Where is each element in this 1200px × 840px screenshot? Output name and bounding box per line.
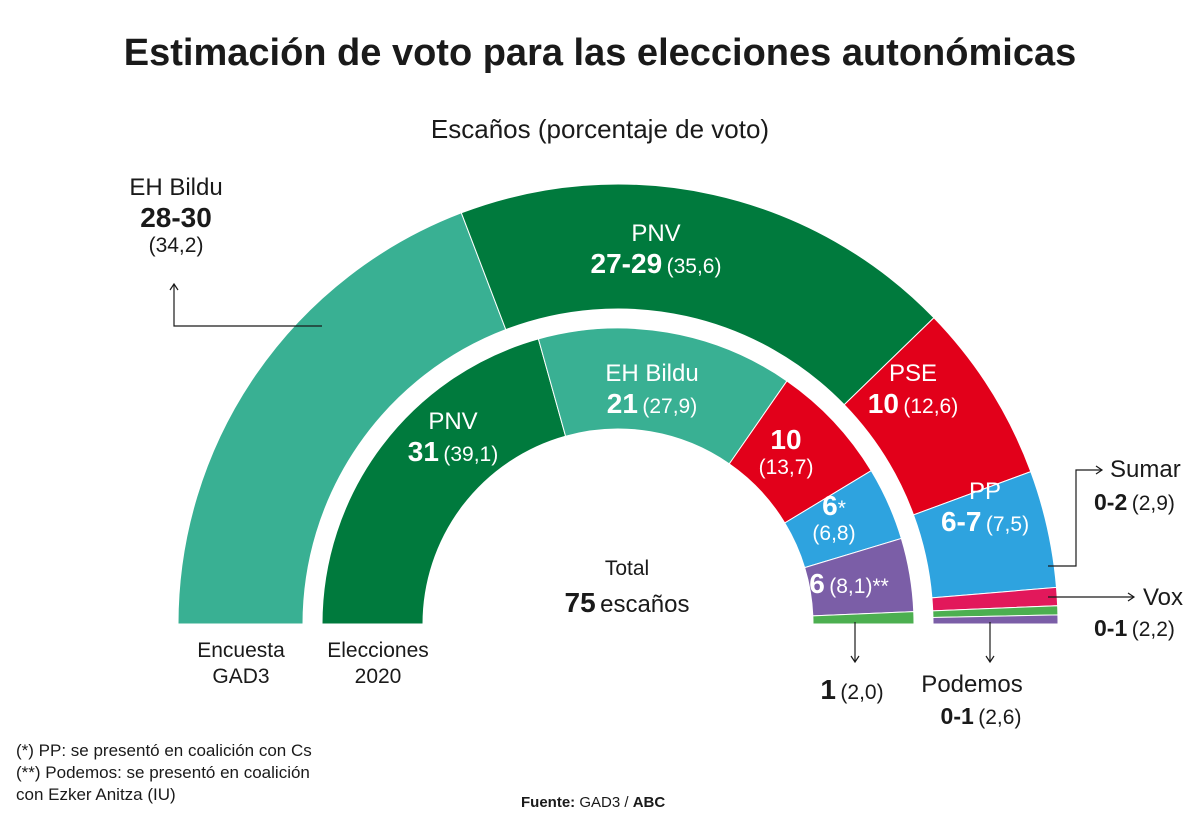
ring-caption-elecciones: Elecciones 2020	[327, 639, 429, 688]
ring-caption-encuesta: Encuesta GAD3	[197, 639, 285, 688]
label-2020-pp: 6* (6,8)	[812, 490, 856, 545]
footnotes: (*) PP: se presentó en coalición con Cs …	[16, 741, 312, 804]
center-total: Total 75 escaños	[564, 557, 690, 618]
elecciones-slice-vox	[812, 611, 915, 625]
label-encuesta-pnv: PNV 27-29 (35,6)	[590, 220, 722, 279]
outer-ring-encuesta	[177, 183, 1059, 625]
label-encuesta-vox-values: 0-1 (2,2)	[1094, 615, 1175, 641]
leader-ehbildu	[173, 284, 322, 327]
chart-title: Estimación de voto para las elecciones a…	[123, 32, 1077, 74]
label-encuesta-sumar: Sumar	[1110, 456, 1181, 483]
label-encuesta-pp: PP 6-7 (7,5)	[940, 478, 1030, 537]
encuesta-slice-podemos	[932, 614, 1059, 625]
source-line: Fuente: GAD3 / ABC	[521, 794, 666, 811]
inner-ring-elecciones	[321, 327, 915, 625]
chart-subtitle: Escaños (porcentaje de voto)	[430, 114, 770, 144]
leader-ehbildu-arrowhead	[169, 282, 179, 291]
label-2020-podemos: 6 (8,1)**	[809, 568, 889, 599]
encuesta-slice-pnv	[460, 183, 935, 406]
label-encuesta-podemos: Podemos	[921, 671, 1023, 698]
label-2020-vox: 1 (2,0)	[820, 674, 884, 705]
leader-vox-2020-arrowhead	[850, 655, 860, 664]
label-2020-pse: 10 (13,7)	[758, 424, 814, 479]
elecciones-slice-pnv	[321, 338, 567, 625]
label-encuesta-sumar-values: 0-2 (2,9)	[1094, 489, 1175, 515]
label-encuesta-vox: Vox	[1143, 584, 1184, 611]
leader-sumar-arrowhead	[1095, 465, 1104, 475]
label-2020-pnv: PNV 31 (39,1)	[407, 408, 499, 467]
label-encuesta-pse: PSE 10 (12,6)	[867, 360, 959, 419]
encuesta-slice-eh-bildu	[177, 212, 507, 625]
leader-vox-arrowhead	[1127, 592, 1136, 602]
leader-podemos-arrowhead	[985, 655, 995, 664]
label-encuesta-ehbildu: EH Bildu 28-30 (34,2)	[129, 174, 223, 257]
leader-lines	[169, 282, 1136, 664]
label-encuesta-podemos-values: 0-1 (2,6)	[940, 703, 1022, 729]
leader-sumar	[1048, 469, 1102, 567]
label-2020-ehbildu: EH Bildu 21 (27,9)	[605, 360, 699, 419]
